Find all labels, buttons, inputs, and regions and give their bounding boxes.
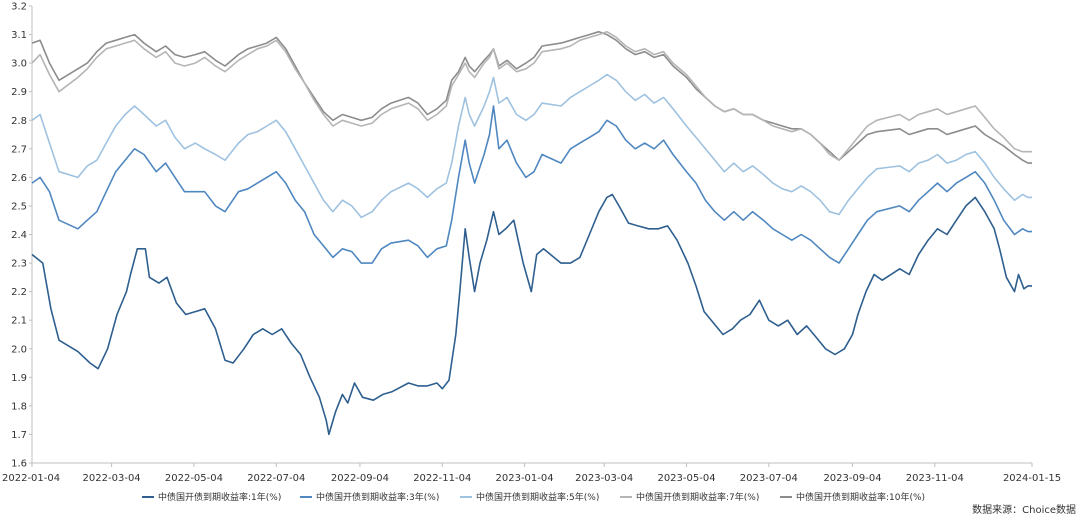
y-tick-label: 1.6 xyxy=(11,459,27,470)
x-tick-label: 2022-03-04 xyxy=(83,473,141,484)
series-line-3 xyxy=(31,30,1032,161)
series-line-1 xyxy=(31,105,1032,264)
y-tick-label: 2.6 xyxy=(11,173,27,184)
y-tick-label: 2.3 xyxy=(11,259,27,270)
y-tick-label: 1.8 xyxy=(11,401,27,412)
series-layer xyxy=(31,30,1032,436)
y-tick-label: 2.7 xyxy=(11,144,27,155)
y-tick-label: 2.5 xyxy=(11,201,27,212)
y-tick-label: 2.1 xyxy=(11,316,27,327)
x-tick-label: 2022-07-04 xyxy=(247,473,305,484)
x-tick-label: 2022-09-04 xyxy=(331,473,389,484)
x-tick-label: 2023-09-04 xyxy=(823,473,881,484)
y-tick-label: 1.7 xyxy=(11,430,27,441)
legend-item-1: 中债国开债到期收益率:3年(%) xyxy=(300,491,439,503)
x-tick-label: 2024-01-15 xyxy=(1003,473,1061,484)
y-tick-label: 2.9 xyxy=(11,87,27,98)
y-tick-label: 2.0 xyxy=(11,344,27,355)
legend-item-2: 中债国开债到期收益率:5年(%) xyxy=(460,491,599,503)
legend-label: 中债国开债到期收益率:5年(%) xyxy=(476,491,599,503)
series-line-2 xyxy=(31,73,1032,219)
x-tick-label: 2023-05-04 xyxy=(657,473,715,484)
axes-layer: 1.6 1.7 1.8 1.9 2.0 2.1 2.2 2.3 2.4 2.5 2.6 2.7 2.8 2… xyxy=(2,2,1061,485)
legend-item-3: 中债国开债到期收益率:7年(%) xyxy=(620,491,759,503)
x-tick-label: 2023-11-04 xyxy=(906,473,964,484)
x-tick-label: 2022-05-04 xyxy=(165,473,223,484)
data-source-note: 数据来源：Choice数据 xyxy=(972,503,1076,516)
legend-label: 中债国开债到期收益率:3年(%) xyxy=(316,491,439,503)
y-tick-label: 2.4 xyxy=(11,230,27,241)
y-tick-label: 1.9 xyxy=(11,373,27,384)
legend: 中债国开债到期收益率:1年(%) 中债国开债到期收益率:3年(%) 中债国开债到期收… xyxy=(142,491,925,503)
legend-label: 中债国开债到期收益率:1年(%) xyxy=(158,491,281,503)
y-tick-label: 3.1 xyxy=(11,30,27,41)
x-tick-label: 2022-11-04 xyxy=(413,473,471,484)
legend-item-4: 中债国开债到期收益率:10年(%) xyxy=(780,491,925,503)
series-line-0 xyxy=(31,193,1032,436)
y-tick-label: 3.2 xyxy=(11,2,27,13)
y-tick-label: 2.8 xyxy=(11,116,27,127)
x-tick-label: 2022-01-04 xyxy=(2,473,60,484)
legend-item-0: 中债国开债到期收益率:1年(%) xyxy=(142,491,281,503)
y-tick-label: 3.0 xyxy=(11,59,27,70)
x-tick-label: 2023-07-04 xyxy=(740,473,798,484)
x-tick-label: 2023-03-04 xyxy=(575,473,633,484)
y-tick-label: 2.2 xyxy=(11,287,27,298)
legend-label: 中债国开债到期收益率:7年(%) xyxy=(636,491,759,503)
series-line-4 xyxy=(31,30,1032,164)
x-tick-label: 2023-01-04 xyxy=(496,473,554,484)
legend-label: 中债国开债到期收益率:10年(%) xyxy=(796,491,925,503)
